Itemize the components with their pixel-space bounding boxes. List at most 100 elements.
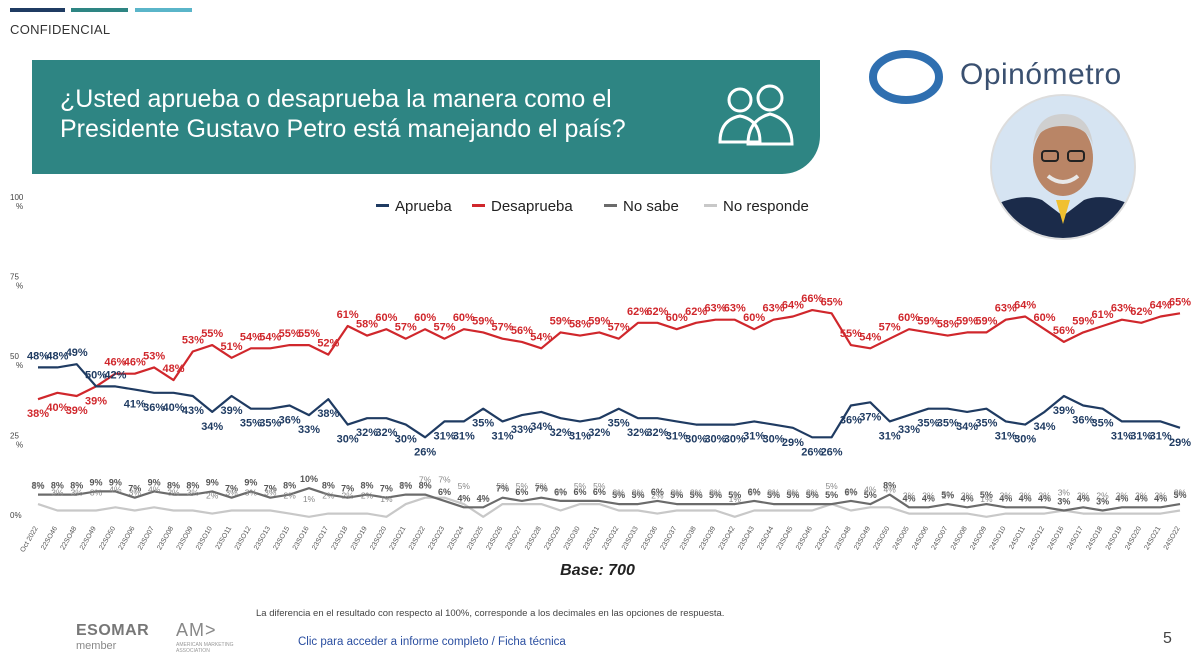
x-tick-label: 23SO09 [176,525,195,551]
x-tick-label: 23SO36 [640,525,659,551]
portrait-photo [990,94,1136,240]
desaprueba-data-label: 59% [472,315,494,327]
aprueba-data-label: 48% [46,350,68,362]
x-tick-label: 23SO32 [602,525,621,551]
aprueba-data-label: 30% [395,434,417,446]
x-tick-label: 23SO37 [660,525,679,551]
desaprueba-data-label: 65% [821,296,843,308]
no-sabe-data-label: 4% [999,493,1012,503]
desaprueba-data-label: 60% [898,312,920,324]
x-tick-label: 23SO26 [485,525,504,551]
no-sabe-data-label: 8% [70,481,83,491]
x-tick-label: 23SO07 [137,525,156,551]
no-sabe-data-label: 7% [225,484,238,494]
aprueba-data-label: 31% [1150,430,1172,442]
no-responde-data-label: 2% [961,491,974,501]
report-link[interactable]: Clic para acceder a informe completo / F… [298,636,566,648]
aprueba-data-label: 43% [182,405,204,417]
no-sabe-data-label: 4% [1038,493,1051,503]
aprueba-data-label: 26% [801,446,823,458]
x-tick-label: 24SO06 [911,525,930,551]
x-tick-label: 24SO05 [892,525,911,551]
x-tick-label: 22SO49 [79,525,98,551]
aprueba-data-label: 35% [1092,418,1114,430]
no-responde-data-label: 1% [303,494,316,504]
aprueba-data-label: 32% [356,427,378,439]
aprueba-data-label: 37% [859,411,881,423]
desaprueba-data-label: 59% [1072,315,1094,327]
ama-subtitle: AMERICAN MARKETING ASSOCIATION [176,642,234,654]
legend-swatch [704,204,717,207]
aprueba-data-label: 31% [1111,430,1133,442]
aprueba-data-label: 29% [1169,437,1191,449]
y-tick-value: 100 [10,193,24,202]
no-responde-data-label: 5% [32,481,45,491]
x-tick-label: 23SO28 [524,525,543,551]
no-responde-data-label: 3% [264,487,277,497]
series-line [38,363,1181,439]
aprueba-data-label: 31% [995,430,1017,442]
no-sabe-data-label: 4% [1154,493,1167,503]
series-lines [37,308,1181,518]
x-tick-label: Oct 2022 [19,525,39,553]
no-sabe-data-label: 3% [1096,496,1109,506]
x-tick-label: 23SO23 [427,525,446,551]
aprueba-data-label: 39% [1053,405,1075,417]
no-responde-data-label: 2% [922,491,935,501]
aprueba-data-label: 41% [124,399,146,411]
x-tick-label: 24SO20 [1124,525,1143,551]
x-tick-label: 24SO21 [1143,525,1162,551]
desaprueba-data-label: 38% [27,408,49,420]
base-label: Base: 700 [560,562,635,579]
desaprueba-data-label: 62% [1130,306,1152,318]
desaprueba-data-label: 66% [801,293,823,305]
no-sabe-data-label: 8% [322,481,335,491]
no-responde-data-label: 2% [1019,491,1032,501]
aprueba-data-label: 48% [27,350,49,362]
desaprueba-data-label: 62% [646,306,668,318]
desaprueba-data-label: 56% [511,325,533,337]
no-sabe-data-label: 8% [399,481,412,491]
aprueba-data-label: 29% [782,437,804,449]
no-sabe-data-label: 4% [961,493,974,503]
no-sabe-data-label: 6% [844,487,857,497]
desaprueba-data-label: 63% [763,303,785,315]
no-sabe-data-label: 7% [496,484,509,494]
no-sabe-data-label: 8% [186,481,199,491]
no-responde-data-label: 5% [400,481,413,491]
x-tick-label: 23SO50 [872,525,891,551]
no-sabe-data-label: 6% [651,487,664,497]
aprueba-data-label: 30% [763,434,785,446]
no-sabe-data-label: 7% [341,484,354,494]
no-responde-data-label: 3% [225,487,238,497]
legend-swatch [472,204,485,207]
x-tick-label: 23SO38 [679,525,698,551]
footnote: La diferencia en el resultado con respec… [256,608,725,619]
aprueba-data-label: 32% [646,427,668,439]
series-line [37,308,1181,401]
desaprueba-data-label: 39% [85,395,107,407]
aprueba-data-label: 34% [530,421,552,433]
no-sabe-data-label: 5% [670,490,683,500]
no-sabe-data-label: 5% [825,490,838,500]
desaprueba-data-label: 55% [279,328,301,340]
y-tick-label: 75% [10,273,23,291]
no-responde-data-label: 5% [516,481,529,491]
series-line [37,496,1181,518]
no-responde-data-label: 2% [342,491,355,501]
no-sabe-data-label: 3% [1057,496,1070,506]
no-sabe-data-label: 9% [148,477,161,487]
no-sabe-data-label: 5% [786,490,799,500]
x-tick-label: 23SO45 [776,525,795,551]
no-sabe-data-label: 6% [515,487,528,497]
no-sabe-data-label: 5% [690,490,703,500]
x-tick-label: 24SO07 [931,525,950,551]
no-sabe-data-label: 4% [903,493,916,503]
desaprueba-data-label: 53% [182,334,204,346]
no-responde-data-label: 5% [496,481,509,491]
no-sabe-data-label: 9% [206,477,219,487]
data-labels: 48%48%49%50%42%41%36%40%43%34%39%35%35%3… [27,293,1191,506]
desaprueba-data-label: 61% [1092,309,1114,321]
y-tick-unit: % [16,202,23,211]
desaprueba-data-label: 54% [259,331,281,343]
